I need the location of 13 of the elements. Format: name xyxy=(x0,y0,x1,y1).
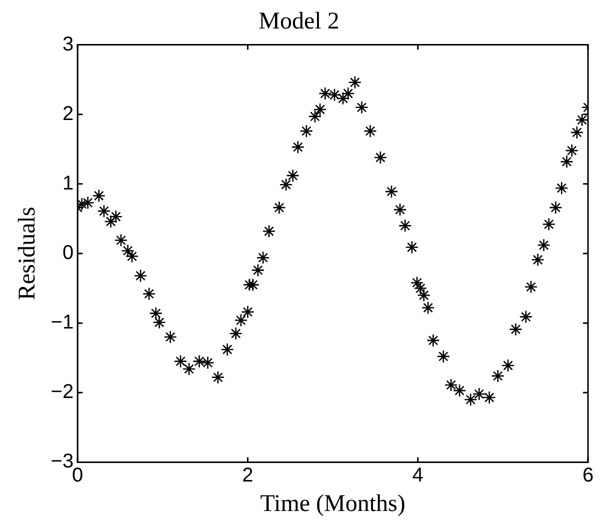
chart-title: Model 2 xyxy=(258,8,340,35)
x-axis-title: Time (Months) xyxy=(260,490,406,517)
x-tick-label: 2 xyxy=(242,464,254,487)
y-tick-label: −1 xyxy=(50,312,74,334)
x-tick-label: 6 xyxy=(582,464,594,487)
x-tick-label: 4 xyxy=(412,464,424,487)
y-tick-label: 1 xyxy=(62,172,74,194)
y-tick-label: 2 xyxy=(62,102,74,125)
y-tick-label: −3 xyxy=(50,450,74,473)
y-tick-label: −2 xyxy=(50,381,74,404)
y-axis-title: Residuals xyxy=(14,206,41,300)
y-tick-label: 0 xyxy=(62,242,74,264)
y-tick-label: 3 xyxy=(62,33,74,56)
